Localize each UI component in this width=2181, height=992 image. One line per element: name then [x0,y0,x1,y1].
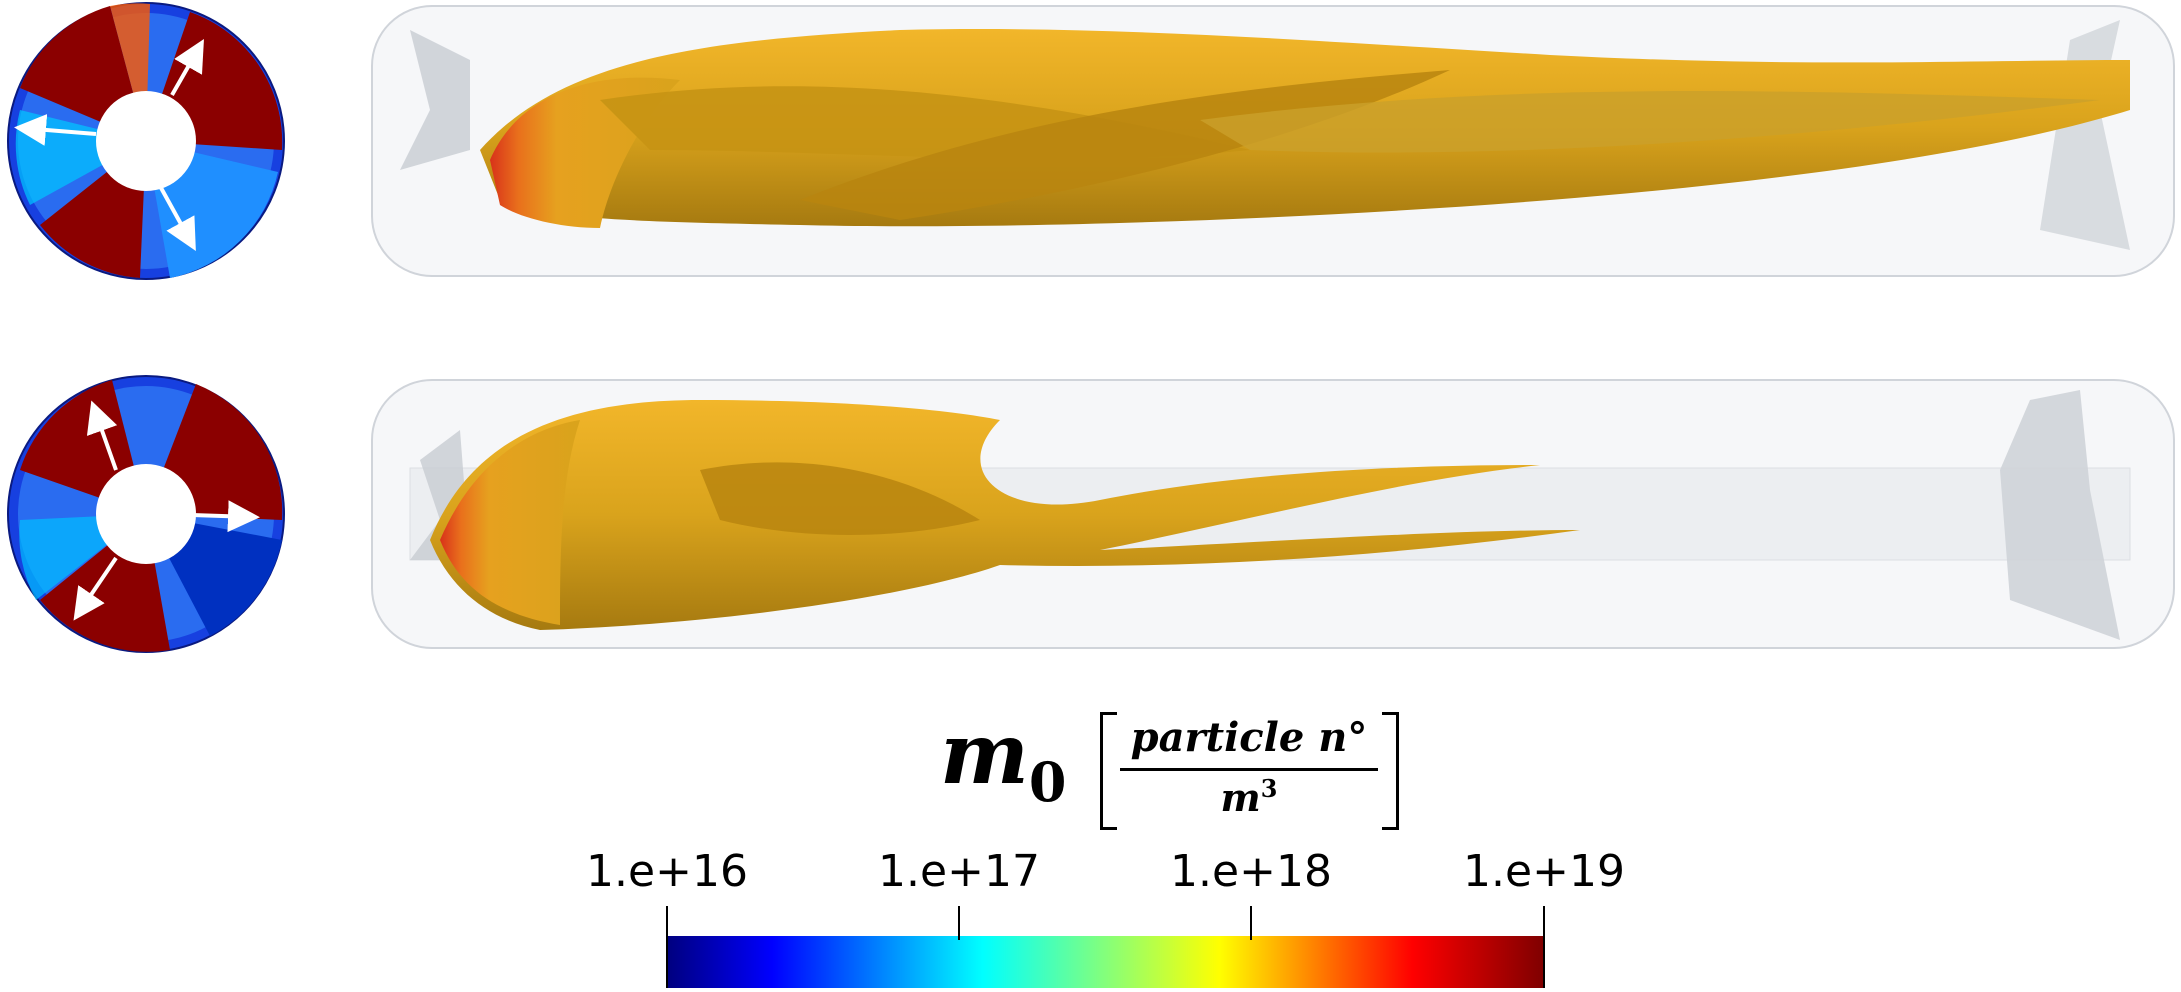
cylinder-bottom [371,379,2175,649]
ring-bottom [7,375,285,653]
colorbar-symbol: m0 [940,704,1067,814]
colorbar-subscript: 0 [1028,750,1067,814]
unit-fraction-line [1120,768,1378,771]
colorbar-tick-label: 1.e+16 [586,846,748,897]
ring-top [7,2,285,280]
cylinder-top [371,5,2175,277]
colorbar-title: m0 particle n° m3 [940,712,1420,832]
unit-bracket-left [1100,712,1117,830]
colorbar-tick-label: 1.e+18 [1170,846,1332,897]
colorbar-gradient [667,936,1544,988]
colorbar-tick-label: 1.e+17 [878,846,1040,897]
colorbar-ticks [666,906,1545,988]
unit-denominator: m3 [1220,774,1278,820]
colorbar-tick-label: 1.e+19 [1463,846,1625,897]
unit-exponent: 3 [1260,774,1278,803]
unit-numerator: particle n° [1130,714,1368,761]
unit-bracket-right [1382,712,1399,830]
